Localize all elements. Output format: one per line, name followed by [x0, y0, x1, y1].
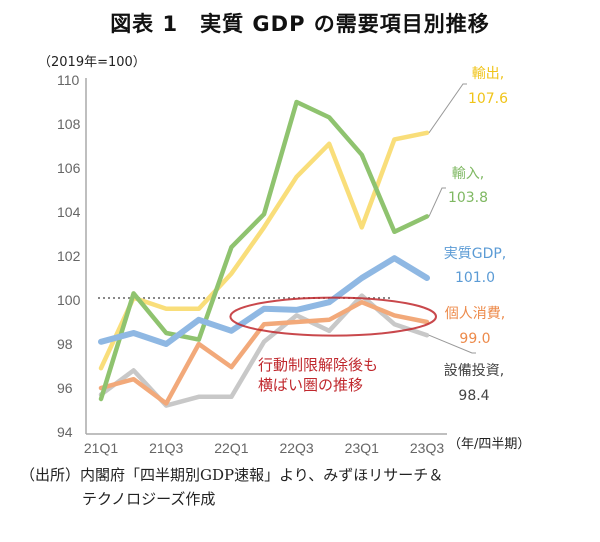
chart: （2019年=100） 94 96 98 100 102 104 106 108 110 21Q… [38, 55, 530, 456]
x-tick-label: 21Q1 [84, 440, 118, 456]
x-tick-label: 23Q3 [410, 440, 444, 456]
leader-line [428, 83, 467, 134]
x-axis-unit-label: （年/四半期） [448, 437, 530, 452]
series-line-個人消費 [98, 299, 430, 406]
y-tick-label: 110 [57, 72, 80, 88]
x-tick-label: 22Q3 [279, 440, 313, 456]
series-line-実質GDP [98, 255, 430, 347]
series-line-輸入 [98, 99, 430, 402]
x-axis-ticks: 21Q1 21Q3 22Q1 22Q3 23Q1 23Q3 [84, 440, 444, 456]
end-label-name: 輸入, [452, 166, 484, 182]
leader-line [428, 334, 476, 354]
x-tick-label: 21Q3 [149, 440, 183, 456]
annotation-ellipse [229, 296, 438, 337]
x-tick-label: 23Q1 [345, 440, 379, 456]
y-tick-label: 100 [57, 292, 81, 308]
y-tick-label: 94 [57, 424, 73, 440]
y-tick-label: 108 [57, 116, 81, 132]
end-label-value: 98.4 [458, 388, 489, 404]
y-axis-ticks: 94 96 98 100 102 104 106 108 110 [57, 72, 81, 440]
source-line-1: （出所）内閣府「四半期別GDP速報」より、みずほリサーチ＆ [20, 466, 444, 484]
end-label-value: 103.8 [448, 190, 488, 206]
end-label-name: 設備投資, [444, 363, 504, 379]
y-tick-label: 104 [57, 204, 81, 220]
source-note: （出所）内閣府「四半期別GDP速報」より、みずほリサーチ＆ テクノロジーズ作成 [20, 463, 443, 511]
series-line-輸出 [98, 130, 430, 371]
chart-title: 図表 1 実質 GDP の需要項目別推移 [110, 12, 490, 36]
leader-line [428, 187, 446, 217]
y-tick-label: 106 [57, 160, 81, 176]
y-tick-label: 96 [57, 380, 73, 396]
series-end-labels: 輸出, 107.6 輸入, 103.8 実質GDP, 101.0 個人消費, 99.0 設備投資… [444, 66, 508, 404]
y-axis-unit-label: （2019年=100） [38, 55, 146, 70]
label-leader-lines [428, 83, 476, 354]
end-label-value: 101.0 [455, 270, 495, 286]
source-line-2: テクノロジーズ作成 [82, 490, 216, 508]
series-lines [98, 99, 430, 408]
x-tick-label: 22Q1 [214, 440, 248, 456]
end-label-name: 個人消費, [445, 306, 505, 322]
annotation-text-line-2: 横ばい圏の推移 [258, 376, 363, 394]
y-tick-label: 98 [57, 336, 73, 352]
annotation-text-line-1: 行動制限解除後も [258, 356, 378, 374]
y-tick-label: 102 [57, 248, 81, 264]
end-label-name: 実質GDP, [444, 246, 507, 262]
end-label-value: 107.6 [468, 91, 508, 107]
end-label-name: 輸出, [472, 66, 504, 82]
end-label-value: 99.0 [459, 331, 490, 347]
